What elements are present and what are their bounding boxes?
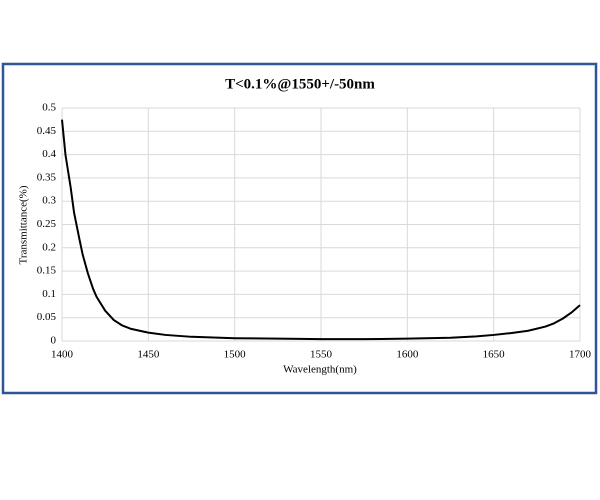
x-tick-label: 1600 [396, 349, 419, 361]
chart-title: T<0.1%@1550+/-50nm [225, 76, 375, 92]
y-tick-label: 0 [51, 335, 57, 347]
y-tick-label: 0.25 [37, 218, 57, 230]
x-tick-label: 1650 [483, 349, 506, 361]
x-tick-label: 1500 [224, 349, 247, 361]
x-tick-label: 1400 [51, 349, 74, 361]
y-axis-label: Transmittance(%) [18, 185, 30, 264]
y-tick-label: 0.45 [37, 125, 57, 137]
x-tick-label: 1550 [310, 349, 333, 361]
y-tick-label: 0.3 [42, 195, 56, 207]
data-line [61, 119, 581, 341]
y-tick-label: 0.1 [42, 288, 56, 300]
x-axis-label: Wavelength(nm) [283, 364, 357, 376]
y-tick-label: 0.2 [42, 241, 56, 253]
y-tick-label: 0.4 [42, 148, 56, 160]
y-tick-label: 0.5 [42, 102, 56, 114]
chart-frame [1, 62, 598, 395]
y-tick-label: 0.15 [37, 265, 57, 277]
x-tick-label: 1700 [569, 349, 592, 361]
y-tick-label: 0.35 [37, 171, 57, 183]
y-tick-label: 0.05 [37, 311, 57, 323]
x-tick-label: 1450 [137, 349, 160, 361]
